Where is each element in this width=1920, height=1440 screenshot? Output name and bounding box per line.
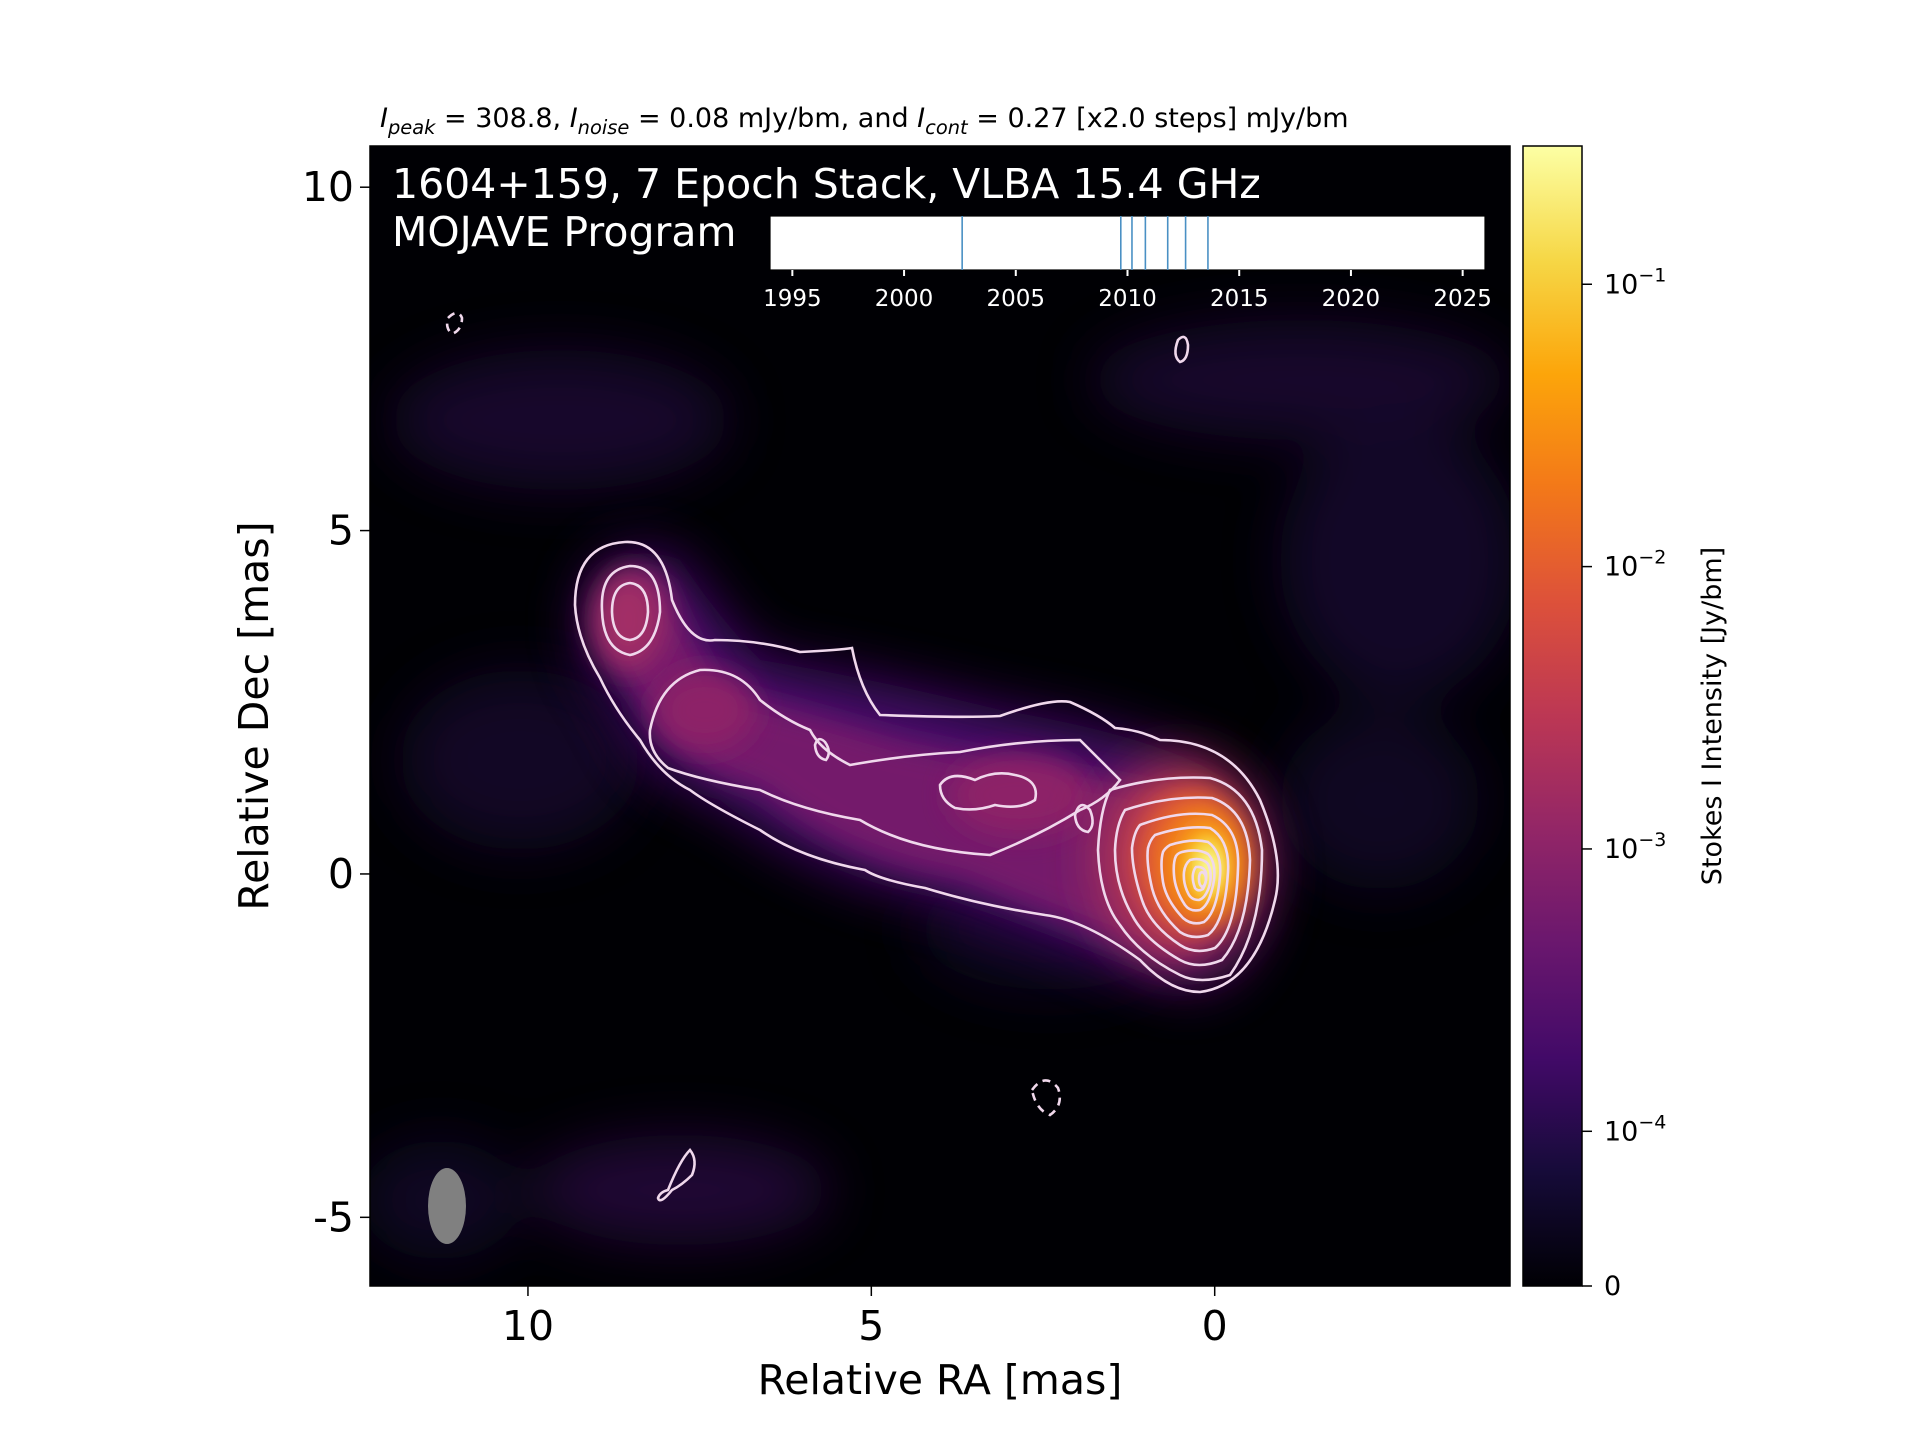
contour-lines <box>445 311 1280 1202</box>
epoch-tick-label: 2010 <box>1098 286 1157 312</box>
y-tick-label: 0 <box>328 850 354 898</box>
epoch-tick-label: 2005 <box>987 286 1046 312</box>
y-tick-label: -5 <box>313 1193 354 1241</box>
colorbar-gradient <box>1522 145 1583 1287</box>
contour-outer <box>573 540 1280 994</box>
y-axis: 10 5 0 -5 <box>302 163 370 1241</box>
colorbar-ticks: 10−1 10−2 10−3 10−4 0 <box>1582 264 1666 1302</box>
x-tick-label: 5 <box>858 1302 884 1350</box>
x-axis: 10 5 0 <box>502 1286 1228 1350</box>
y-tick-label: 5 <box>328 507 354 555</box>
x-tick-label: 0 <box>1202 1302 1228 1350</box>
epoch-tick-label: 2015 <box>1210 286 1269 312</box>
y-tick-label: 10 <box>302 163 354 211</box>
epoch-timeline-box <box>769 215 1486 271</box>
x-axis-label: Relative RA [mas] <box>758 1356 1123 1404</box>
epoch-tick-label: 1995 <box>763 286 822 312</box>
chart-subtitle: MOJAVE Program <box>392 208 736 256</box>
intensity-summary: Ipeak = 308.8, Inoise = 0.08 mJy/bm, and… <box>380 103 1349 139</box>
colorbar: 10−1 10−2 10−3 10−4 0 Stokes I Intensity [Jy… <box>1522 145 1728 1302</box>
colorbar-tick-label: 10−3 <box>1604 829 1666 865</box>
colorbar-tick-label: 0 <box>1604 1271 1621 1302</box>
colorbar-label: Stokes I Intensity [Jy/bm] <box>1697 547 1728 885</box>
plot-frame <box>369 145 1511 1287</box>
epoch-tick-label: 2025 <box>1433 286 1492 312</box>
x-tick-label: 10 <box>502 1302 554 1350</box>
colorbar-tick-label: 10−4 <box>1604 1111 1666 1147</box>
epoch-timeline: 1995 2000 2005 2010 2015 2020 2025 <box>763 215 1492 312</box>
y-axis-label: Relative Dec [mas] <box>230 521 278 910</box>
intensity-map <box>370 146 1510 1286</box>
beam-ellipse <box>428 1168 466 1244</box>
epoch-tick-label: 2020 <box>1322 286 1381 312</box>
chart-title: 1604+159, 7 Epoch Stack, VLBA 15.4 GHz <box>392 160 1261 208</box>
colorbar-tick-label: 10−1 <box>1604 264 1666 300</box>
epoch-tick-label: 2000 <box>875 286 934 312</box>
colorbar-tick-label: 10−2 <box>1604 547 1666 583</box>
